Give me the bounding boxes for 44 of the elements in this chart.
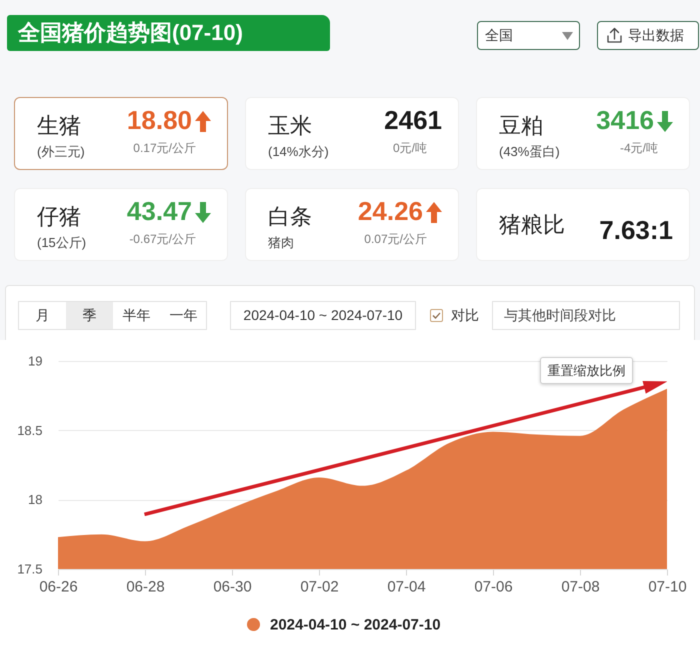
y-tick-label: 18.5 [17,422,42,438]
x-tick-label: 07-08 [561,578,600,596]
y-tick-label: 17.5 [17,562,42,576]
y-tick-label: 19 [28,354,42,368]
text: -4元/吨 [620,140,658,156]
text: 0元/吨 [392,140,427,156]
dropdown: 全国 [477,21,580,50]
x-tick-label: 06-30 [213,578,252,596]
text: 全国猪价趋势图(07-10) [18,20,243,46]
x-tick-label: 07-06 [474,578,513,596]
text: 3416 [596,105,654,137]
export-button: 导出数据 [597,21,699,50]
text: 0.17元/公斤 [133,140,196,156]
text: 0.07元/公斤 [364,232,427,246]
text: -0.67元/公斤 [129,232,196,246]
text: (43%蛋白) [499,144,560,160]
x-tick-label: 07-10 [648,578,687,596]
x-tick-label: 07-04 [387,578,426,596]
text: 猪粮比 [499,212,565,238]
x-tick-label: 07-02 [300,578,339,596]
text: 玉米 [268,112,312,140]
annotation: 重置缩放比例 [548,362,626,378]
text: (外三元) [37,144,85,160]
text: 43.47 [126,196,192,228]
text: 24.26 [358,196,423,228]
text: 仔猪 [37,204,81,230]
y-tick-label: 18 [28,492,42,508]
text: 2461 [384,105,442,137]
text: 对比 [451,307,479,324]
text: (14%水分) [268,144,329,160]
text: 豆粕 [499,112,543,140]
text: 18.80 [126,105,192,137]
x-tick-label: 06-26 [39,578,78,596]
legend-label: 2024-04-10 ~ 2024-07-10 [270,616,441,634]
text: 7.63:1 [599,215,673,247]
text: (15公斤) [37,235,86,251]
date-range-field: 2024-04-10 ~ 2024-07-10 [230,301,416,330]
text: 猪肉 [268,235,294,251]
x-tick-label: 06-28 [126,578,165,596]
text-field: 与其他时间段对比 [492,301,680,330]
text: 白条 [268,204,312,230]
tab-group: 月 季 半年 一年 [18,301,207,330]
text: 生猪 [37,112,81,140]
zoom-reset-button: 重置缩放比例 [540,357,633,384]
